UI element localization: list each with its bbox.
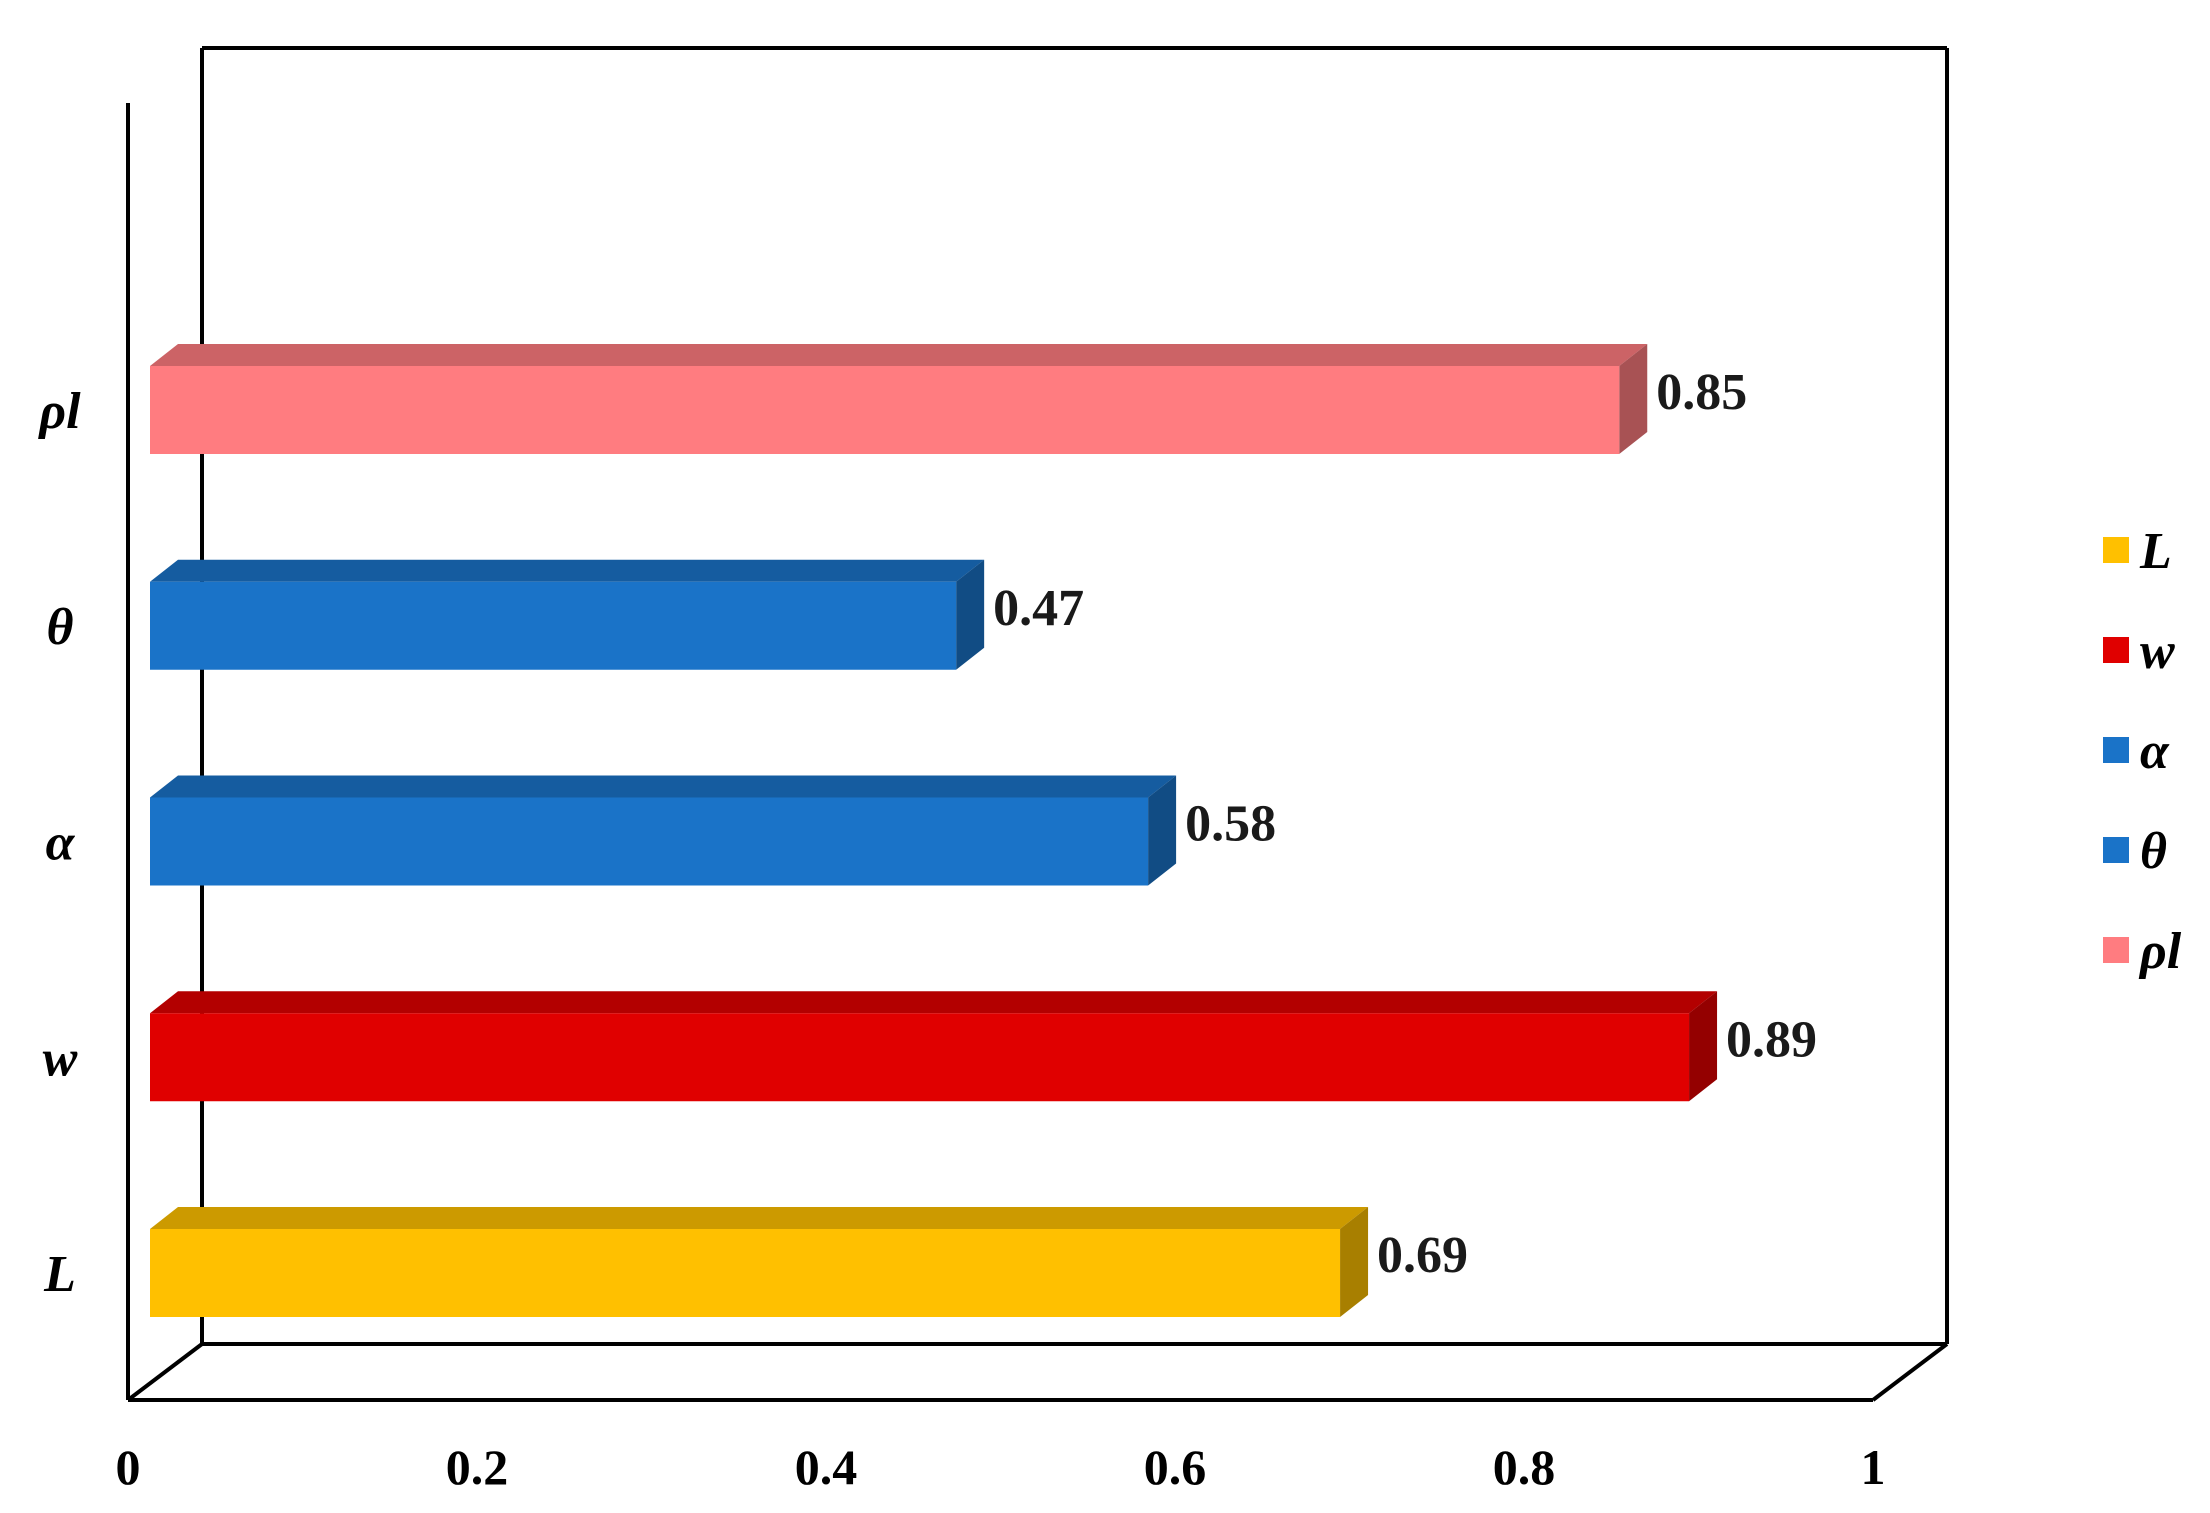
bar-top-face <box>150 1207 1369 1229</box>
bar-top-face <box>150 344 1648 366</box>
legend-item: L <box>2103 523 2172 580</box>
bar-1 <box>150 1207 1369 1317</box>
bar-front-face <box>150 1229 1341 1317</box>
legend-label: L <box>2139 523 2172 580</box>
legend-item: θ <box>2103 823 2167 880</box>
x-axis-ticks: 0 0.2 0.4 0.6 0.8 1 <box>116 1439 1886 1495</box>
data-label: 0.58 <box>1185 796 1276 853</box>
chart-frame <box>126 46 1949 1402</box>
bar-front-face <box>150 366 1620 454</box>
legend-swatch <box>2103 837 2129 863</box>
bar-top-face <box>150 775 1177 798</box>
bar-side-face <box>1148 775 1177 886</box>
legend-item: ρl <box>2103 923 2182 980</box>
category-label: L <box>43 1246 76 1303</box>
data-label: 0.47 <box>993 580 1084 637</box>
bar-top-face <box>150 991 1718 1014</box>
category-label: w <box>43 1030 78 1087</box>
category-labels: Lw α θ ρl <box>37 383 81 1303</box>
bar-2 <box>150 991 1718 1102</box>
bar-4 <box>150 559 985 670</box>
legend-item: w <box>2103 623 2175 680</box>
legend-label: θ <box>2140 823 2167 880</box>
legend-swatch <box>2103 537 2129 563</box>
x-tick-label: 1 <box>1861 1439 1886 1495</box>
x-tick-label: 0.8 <box>1493 1439 1556 1495</box>
legend-label: α <box>2140 723 2170 780</box>
bar-3 <box>150 775 1177 886</box>
category-label: ρl <box>37 383 81 440</box>
legend-swatch <box>2103 937 2129 963</box>
bar-front-face <box>150 797 1149 886</box>
bar-top-face <box>150 559 985 582</box>
legend-item: α <box>2103 723 2170 780</box>
data-label: 0.89 <box>1726 1011 1817 1068</box>
legend-label: w <box>2140 623 2175 680</box>
category-label: α <box>46 815 76 872</box>
bars <box>150 344 1718 1317</box>
bar-side-face <box>1340 1207 1369 1317</box>
bar-side-face <box>1689 991 1718 1102</box>
legend-swatch <box>2103 637 2129 663</box>
legend-swatch <box>2103 737 2129 763</box>
data-label: 0.69 <box>1377 1227 1468 1284</box>
floor-left-edge <box>126 1342 204 1402</box>
x-tick-label: 0 <box>116 1439 141 1495</box>
data-labels: 0.69 0.89 0.58 0.47 0.85 <box>993 364 1817 1284</box>
legend-label: ρl <box>2138 923 2182 980</box>
x-tick-label: 0.4 <box>795 1439 858 1495</box>
bar-side-face <box>1619 344 1648 454</box>
bar-front-face <box>150 581 957 670</box>
bar-front-face <box>150 1013 1690 1102</box>
category-label: θ <box>47 599 74 656</box>
x-tick-label: 0.2 <box>446 1439 509 1495</box>
x-tick-label: 0.6 <box>1144 1439 1207 1495</box>
bar-side-face <box>956 559 985 670</box>
data-label: 0.85 <box>1656 364 1747 421</box>
bar-5 <box>150 344 1648 454</box>
floor-right-edge <box>1871 1342 1949 1402</box>
